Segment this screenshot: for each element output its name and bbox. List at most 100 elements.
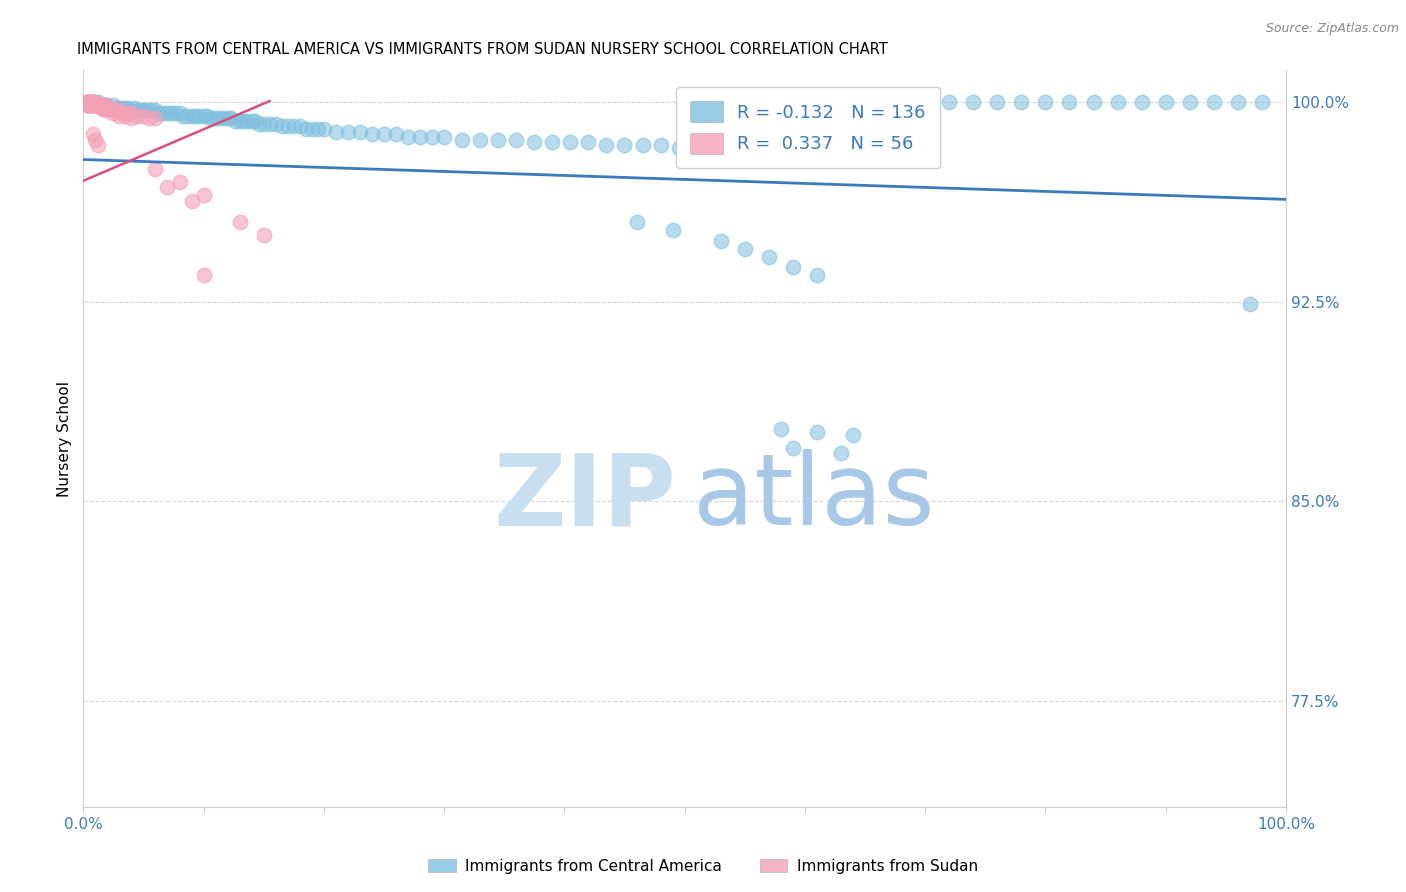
- Point: [89, 98, 111, 112]
- Point: [136, 103, 159, 118]
- Point: [77, 95, 100, 110]
- Point: [156, 180, 179, 194]
- Point: [84, 95, 107, 110]
- Point: [148, 106, 170, 120]
- Point: [138, 112, 160, 126]
- Point: [79, 95, 101, 110]
- Point: [420, 129, 443, 144]
- Point: [94, 101, 117, 115]
- Point: [145, 103, 167, 118]
- Point: [94, 98, 117, 112]
- Point: [120, 112, 142, 126]
- Point: [122, 101, 145, 115]
- Point: [217, 112, 239, 126]
- Point: [89, 98, 111, 112]
- Point: [87, 98, 110, 112]
- Point: [848, 145, 870, 160]
- Point: [740, 143, 762, 157]
- Point: [288, 120, 311, 134]
- Point: [1239, 297, 1261, 311]
- Point: [98, 101, 121, 115]
- Point: [145, 161, 167, 176]
- Point: [312, 122, 335, 136]
- Point: [103, 98, 125, 112]
- Point: [830, 446, 852, 460]
- Point: [90, 98, 112, 112]
- Point: [236, 114, 259, 128]
- Point: [361, 127, 384, 141]
- Point: [132, 109, 155, 123]
- Point: [776, 143, 799, 157]
- Point: [325, 125, 347, 139]
- Point: [184, 109, 207, 123]
- Point: [890, 95, 912, 110]
- Point: [93, 101, 115, 115]
- Point: [91, 98, 114, 112]
- Point: [169, 175, 191, 189]
- Point: [84, 132, 107, 146]
- Point: [283, 120, 305, 134]
- Point: [76, 95, 98, 110]
- Point: [1083, 95, 1105, 110]
- Point: [84, 98, 107, 112]
- Point: [769, 422, 792, 436]
- Point: [631, 137, 654, 152]
- Point: [1059, 95, 1081, 110]
- Point: [83, 98, 105, 112]
- Point: [83, 98, 105, 112]
- Point: [180, 109, 202, 123]
- Point: [1178, 95, 1201, 110]
- Point: [91, 98, 114, 112]
- Point: [301, 122, 323, 136]
- Point: [336, 125, 359, 139]
- Point: [866, 148, 889, 162]
- Point: [294, 122, 316, 136]
- Point: [103, 106, 125, 120]
- Point: [560, 135, 582, 149]
- Point: [105, 101, 128, 115]
- Point: [96, 98, 118, 112]
- Point: [87, 95, 110, 110]
- Point: [90, 101, 112, 115]
- Point: [661, 223, 683, 237]
- Point: [1226, 95, 1249, 110]
- Point: [349, 125, 371, 139]
- Point: [86, 98, 108, 112]
- Point: [626, 215, 648, 229]
- Point: [139, 103, 162, 118]
- Point: [77, 95, 100, 110]
- Point: [396, 129, 419, 144]
- Text: Source: ZipAtlas.com: Source: ZipAtlas.com: [1265, 22, 1399, 36]
- Point: [120, 103, 142, 118]
- Point: [806, 425, 828, 439]
- Point: [1154, 95, 1177, 110]
- Point: [103, 103, 125, 118]
- Point: [734, 242, 756, 256]
- Point: [82, 95, 104, 110]
- Point: [668, 140, 690, 154]
- Point: [193, 109, 215, 123]
- Point: [98, 101, 121, 115]
- Point: [79, 95, 101, 110]
- Point: [451, 132, 474, 146]
- Point: [224, 114, 246, 128]
- Point: [373, 127, 395, 141]
- Point: [307, 122, 329, 136]
- Point: [94, 103, 117, 118]
- Point: [578, 135, 600, 149]
- Point: [219, 112, 242, 126]
- Point: [253, 117, 276, 131]
- Point: [613, 137, 636, 152]
- Point: [782, 441, 804, 455]
- Point: [253, 228, 276, 243]
- Point: [259, 117, 281, 131]
- Point: [87, 98, 110, 112]
- Point: [80, 98, 103, 112]
- Point: [108, 109, 131, 123]
- Point: [87, 137, 110, 152]
- Point: [163, 106, 186, 120]
- Point: [541, 135, 564, 149]
- Point: [195, 109, 218, 123]
- Point: [1107, 95, 1129, 110]
- Point: [228, 114, 250, 128]
